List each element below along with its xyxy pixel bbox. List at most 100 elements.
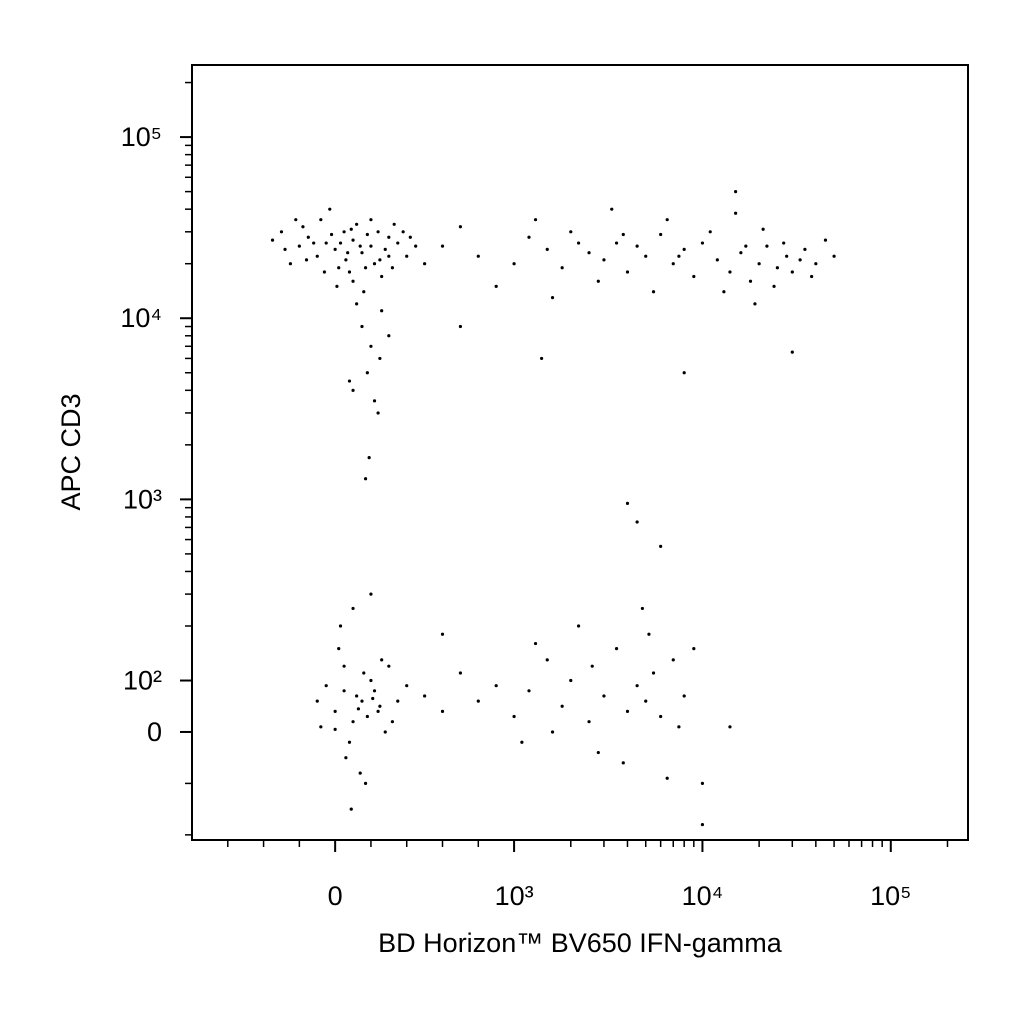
data-point [414, 244, 418, 248]
data-point [602, 258, 606, 262]
data-point [458, 225, 463, 229]
data-point [351, 388, 355, 392]
data-point [814, 262, 818, 266]
data-point [625, 501, 630, 506]
data-point [349, 227, 353, 231]
data-point [396, 699, 400, 703]
data-point [625, 270, 630, 274]
data-point [401, 230, 405, 234]
data-point [355, 694, 359, 698]
data-point [351, 238, 355, 242]
data-point [387, 235, 391, 239]
data-point [383, 247, 387, 251]
data-point [387, 664, 391, 668]
data-point [358, 771, 362, 775]
data-point [360, 251, 364, 255]
plot-frame [191, 64, 969, 841]
data-point [362, 290, 366, 294]
data-point [677, 725, 681, 729]
data-point [659, 714, 663, 719]
data-point [372, 262, 377, 266]
data-point [333, 247, 337, 251]
data-point [390, 720, 395, 724]
data-point [832, 254, 836, 258]
data-point [440, 709, 445, 713]
data-point [387, 254, 391, 258]
y-tick-label: 10² [123, 666, 162, 696]
data-point [372, 689, 377, 693]
data-point [387, 334, 391, 338]
data-point [342, 230, 346, 234]
data-point [294, 218, 298, 222]
data-point [390, 266, 395, 270]
data-point [734, 190, 738, 194]
data-point [279, 230, 284, 234]
data-point [665, 776, 669, 780]
data-point [365, 232, 369, 237]
data-point [351, 720, 355, 724]
data-point [659, 232, 663, 237]
data-point [355, 302, 359, 306]
x-axis-label: BD Horizon™ BV650 IFN-gamma [378, 928, 783, 958]
data-point [590, 664, 594, 668]
data-point [355, 222, 359, 226]
data-point [677, 254, 681, 258]
data-point [324, 684, 328, 688]
data-point [739, 251, 743, 255]
data-point [722, 290, 726, 294]
data-point [569, 678, 573, 683]
data-point [651, 290, 656, 294]
x-tick-label: 0 [328, 881, 343, 911]
data-point [540, 356, 544, 361]
x-tick-label: 10³ [495, 881, 534, 911]
data-point [647, 632, 651, 636]
data-point [283, 247, 287, 251]
data-point [383, 730, 387, 734]
data-point [342, 689, 346, 693]
data-point [356, 707, 361, 711]
data-point [476, 254, 480, 258]
data-point [369, 218, 373, 222]
data-point [682, 247, 686, 251]
data-point [333, 727, 337, 731]
data-point [335, 284, 339, 288]
data-point [569, 230, 573, 234]
data-point [344, 756, 348, 760]
data-point [378, 258, 382, 262]
data-point [324, 241, 328, 245]
data-point [329, 232, 334, 237]
data-point [560, 704, 564, 708]
data-point [640, 606, 644, 611]
data-point [527, 235, 531, 239]
data-point [692, 647, 696, 651]
data-point [306, 235, 310, 239]
data-point [476, 699, 480, 703]
data-point [682, 371, 686, 375]
data-point [440, 244, 445, 248]
data-point [621, 761, 625, 765]
data-point [371, 696, 375, 701]
data-point [342, 664, 346, 668]
data-point [376, 709, 380, 713]
data-point [360, 699, 364, 703]
data-point [533, 218, 538, 222]
data-point [602, 694, 606, 698]
data-point [358, 244, 362, 248]
data-point [315, 699, 319, 703]
data-point [392, 222, 396, 226]
data-point [376, 230, 380, 234]
data-point [365, 371, 369, 375]
data-point [319, 218, 323, 222]
data-point [671, 262, 675, 266]
data-point [533, 641, 538, 646]
data-point [692, 274, 696, 279]
data-point [408, 235, 412, 239]
data-point [347, 270, 352, 274]
data-point [363, 477, 368, 481]
data-point [344, 258, 348, 262]
y-tick-label: 0 [147, 717, 162, 747]
data-point [545, 247, 549, 251]
data-point [301, 225, 305, 229]
data-point [369, 678, 373, 683]
